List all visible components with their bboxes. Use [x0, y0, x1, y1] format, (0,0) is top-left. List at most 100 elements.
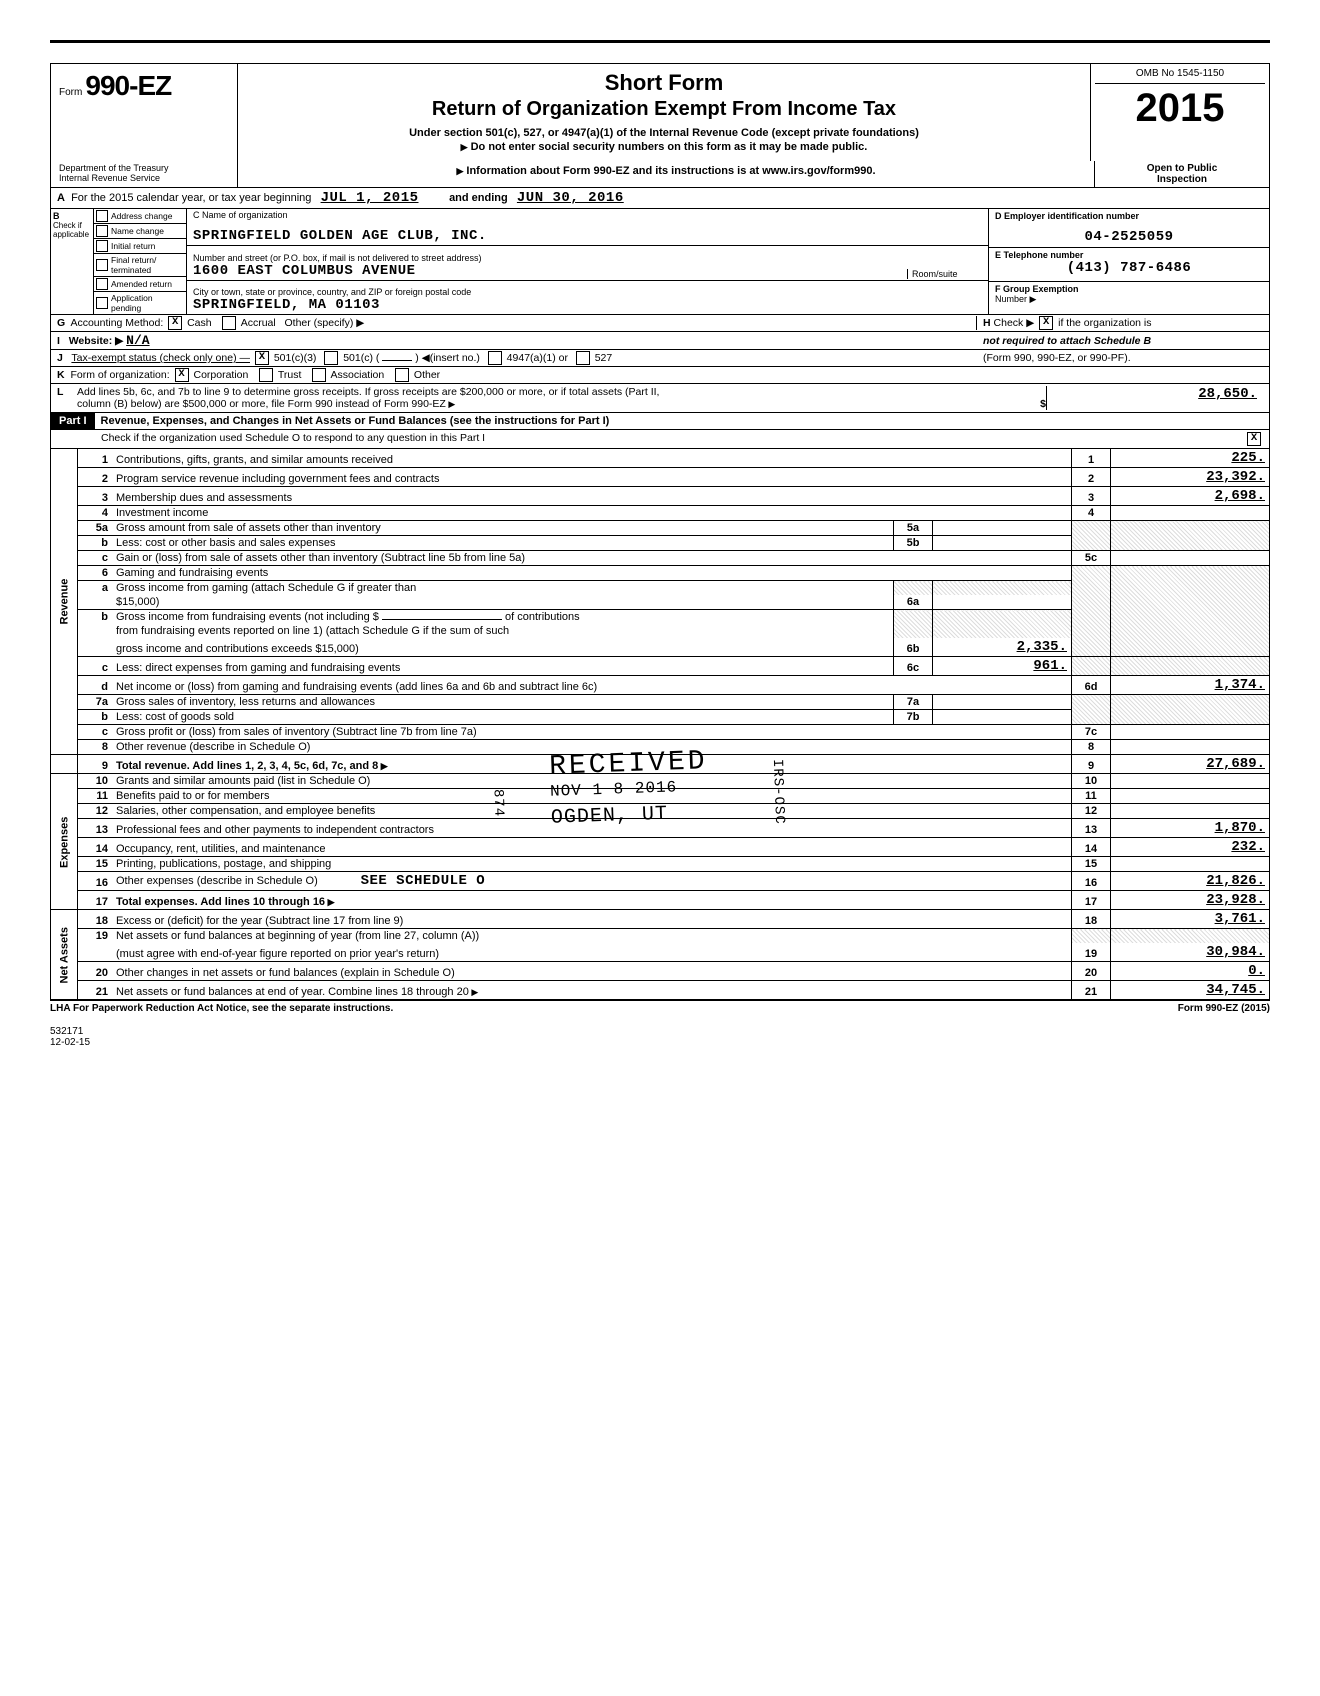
entity-block: B Check if applicable Address change Nam…: [50, 209, 1270, 315]
out-amt: 232.: [1111, 838, 1270, 857]
cash-checkbox[interactable]: X: [168, 316, 182, 330]
row-desc: Benefits paid to or for members: [112, 789, 1072, 804]
line-j: J Tax-exempt status (check only one) — X…: [51, 350, 1269, 367]
rev-end: [51, 755, 78, 774]
out-amt: [1111, 551, 1270, 566]
assoc-label: Association: [331, 369, 385, 381]
c-label: C Name of organization: [193, 210, 982, 220]
tax-year-begin: JUL 1, 2015: [321, 190, 419, 206]
trust-checkbox[interactable]: [259, 368, 273, 382]
insert-no-label: ) ◀(insert no.): [415, 352, 480, 364]
out-num: 7c: [1072, 725, 1111, 740]
out-num: 6d: [1072, 676, 1111, 695]
inner-amt: [933, 710, 1072, 725]
footer: LHA For Paperwork Reduction Act Notice, …: [50, 1001, 1270, 1016]
check-amended[interactable]: Amended return: [94, 277, 186, 292]
lines-gk: G Accounting Method: X Cash Accrual Othe…: [50, 315, 1270, 384]
out-amt: [1111, 857, 1270, 872]
row-num: 10: [78, 774, 113, 789]
under-section: Under section 501(c), 527, or 4947(a)(1)…: [248, 127, 1080, 139]
phone-cell: E Telephone number (413) 787-6486: [989, 248, 1269, 282]
g-label: Accounting Method:: [70, 317, 163, 329]
check-final[interactable]: Final return/ terminated: [94, 254, 186, 277]
shade: [1072, 695, 1111, 725]
out-amt: 0.: [1111, 962, 1270, 981]
row-num: [78, 624, 113, 638]
out-num: 20: [1072, 962, 1111, 981]
line-l: L Add lines 5b, 6c, and 7b to line 9 to …: [50, 384, 1270, 413]
row-num: b: [78, 710, 113, 725]
city-state-zip: SPRINGFIELD, MA 01103: [193, 297, 982, 313]
row-num: c: [78, 551, 113, 566]
out-amt: 3,761.: [1111, 910, 1270, 929]
4947-checkbox[interactable]: [488, 351, 502, 365]
check-address[interactable]: Address change: [94, 209, 186, 224]
row-num: 14: [78, 838, 113, 857]
year-box: OMB No 1545-1150 2015: [1091, 64, 1269, 161]
row-desc: Gross profit or (loss) from sales of inv…: [112, 725, 1072, 740]
row-num: 3: [78, 487, 113, 506]
shade: [1072, 929, 1111, 944]
street-row: Number and street (or P.O. box, if mail …: [187, 246, 988, 281]
row-desc: Program service revenue including govern…: [112, 468, 1072, 487]
out-num: 21: [1072, 981, 1111, 1001]
f-label: F Group Exemption: [995, 284, 1263, 294]
inner-num: 6c: [894, 657, 933, 676]
right-col-def: D Employer identification number 04-2525…: [988, 209, 1269, 314]
out-num: 8: [1072, 740, 1111, 755]
h-checkbox[interactable]: X: [1039, 316, 1053, 330]
501c-checkbox[interactable]: [324, 351, 338, 365]
accrual-checkbox[interactable]: [222, 316, 236, 330]
k-label: Form of organization:: [70, 369, 169, 381]
check-initial[interactable]: Initial return: [94, 239, 186, 254]
row-desc: Net assets or fund balances at end of ye…: [112, 981, 1072, 1001]
inner-amt: 961.: [933, 657, 1072, 676]
row-num: d: [78, 676, 113, 695]
out-amt: 27,689.: [1111, 755, 1270, 774]
501c3-checkbox[interactable]: X: [255, 351, 269, 365]
row-desc: Other expenses (describe in Schedule O) …: [112, 872, 1072, 891]
h-text: if the organization is: [1058, 317, 1151, 329]
shade: [1111, 657, 1270, 676]
shade: [1111, 521, 1270, 551]
ein: 04-2525059: [995, 229, 1263, 245]
row-desc: Gross amount from sale of assets other t…: [112, 521, 894, 536]
shade: [894, 610, 933, 639]
form-number-box: Form 990-EZ: [51, 64, 238, 161]
line-a: A For the 2015 calendar year, or tax yea…: [50, 188, 1270, 209]
gross-receipts-amt: 28,650.: [1046, 386, 1263, 410]
527-checkbox[interactable]: [576, 351, 590, 365]
schedule-o-row: Check if the organization used Schedule …: [50, 430, 1270, 449]
out-amt: 1,870.: [1111, 819, 1270, 838]
out-num: 17: [1072, 891, 1111, 910]
shade: [1111, 929, 1270, 944]
out-num: 9: [1072, 755, 1111, 774]
inner-num: 7b: [894, 710, 933, 725]
row-num: 13: [78, 819, 113, 838]
form-header: Form 990-EZ Short Form Return of Organiz…: [50, 63, 1270, 161]
check-pending[interactable]: Application pending: [94, 292, 186, 314]
row-num: b: [78, 536, 113, 551]
name-address-col: C Name of organization SPRINGFIELD GOLDE…: [187, 209, 988, 314]
check-name[interactable]: Name change: [94, 224, 186, 239]
row-desc: Total expenses. Add lines 10 through 16: [112, 891, 1072, 910]
out-num: 18: [1072, 910, 1111, 929]
row-desc: Professional fees and other payments to …: [112, 819, 1072, 838]
out-amt: [1111, 804, 1270, 819]
schedule-o-checkbox[interactable]: X: [1247, 432, 1261, 446]
row-num: 5a: [78, 521, 113, 536]
assoc-checkbox[interactable]: [312, 368, 326, 382]
inner-num: 7a: [894, 695, 933, 710]
i-label: Website: ▶: [69, 335, 124, 347]
corp-checkbox[interactable]: X: [175, 368, 189, 382]
shade: [1072, 657, 1111, 676]
f-number-label: Number ▶: [995, 294, 1263, 305]
other-org-checkbox[interactable]: [395, 368, 409, 382]
row-desc: Other revenue (describe in Schedule O): [112, 740, 1072, 755]
out-amt: 1,374.: [1111, 676, 1270, 695]
part1-header: Part I Revenue, Expenses, and Changes in…: [50, 413, 1270, 430]
501c-label: 501(c) (: [343, 352, 379, 364]
out-amt: [1111, 506, 1270, 521]
out-num: 10: [1072, 774, 1111, 789]
city-row: City or town, state or province, country…: [187, 281, 988, 315]
